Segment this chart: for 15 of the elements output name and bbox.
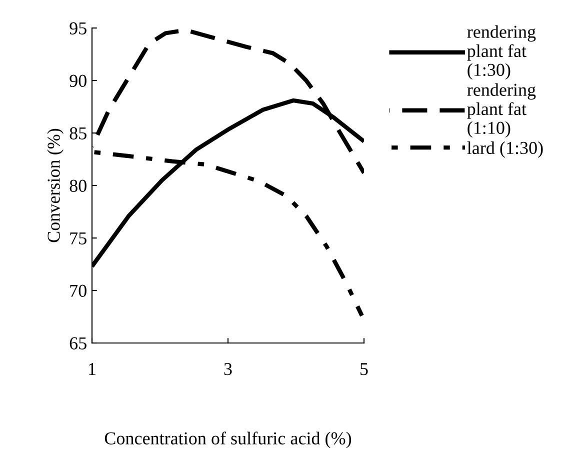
x-axis-title: Concentration of sulfuric acid (%) [104,432,352,448]
legend-label: lard (1:30) [467,141,543,158]
y-tick-label: 95 [70,22,86,34]
x-tick-label: 1 [89,363,96,375]
y-tick-label: 70 [70,284,86,297]
legend-label: rendering plant fat (1:10) [467,83,536,138]
y-tick-label: 65 [70,337,86,350]
y-tick-label: 85 [70,127,86,140]
y-tick-label: 80 [70,180,86,192]
y-tick-label: 90 [70,74,86,87]
y-tick-label: 75 [70,232,86,244]
x-tick-label: 3 [224,363,232,376]
x-tick-label: 5 [360,363,368,376]
legend-label: rendering plant fat (1:30) [467,25,536,80]
y-axis-title: Conversion (%) [47,128,64,242]
